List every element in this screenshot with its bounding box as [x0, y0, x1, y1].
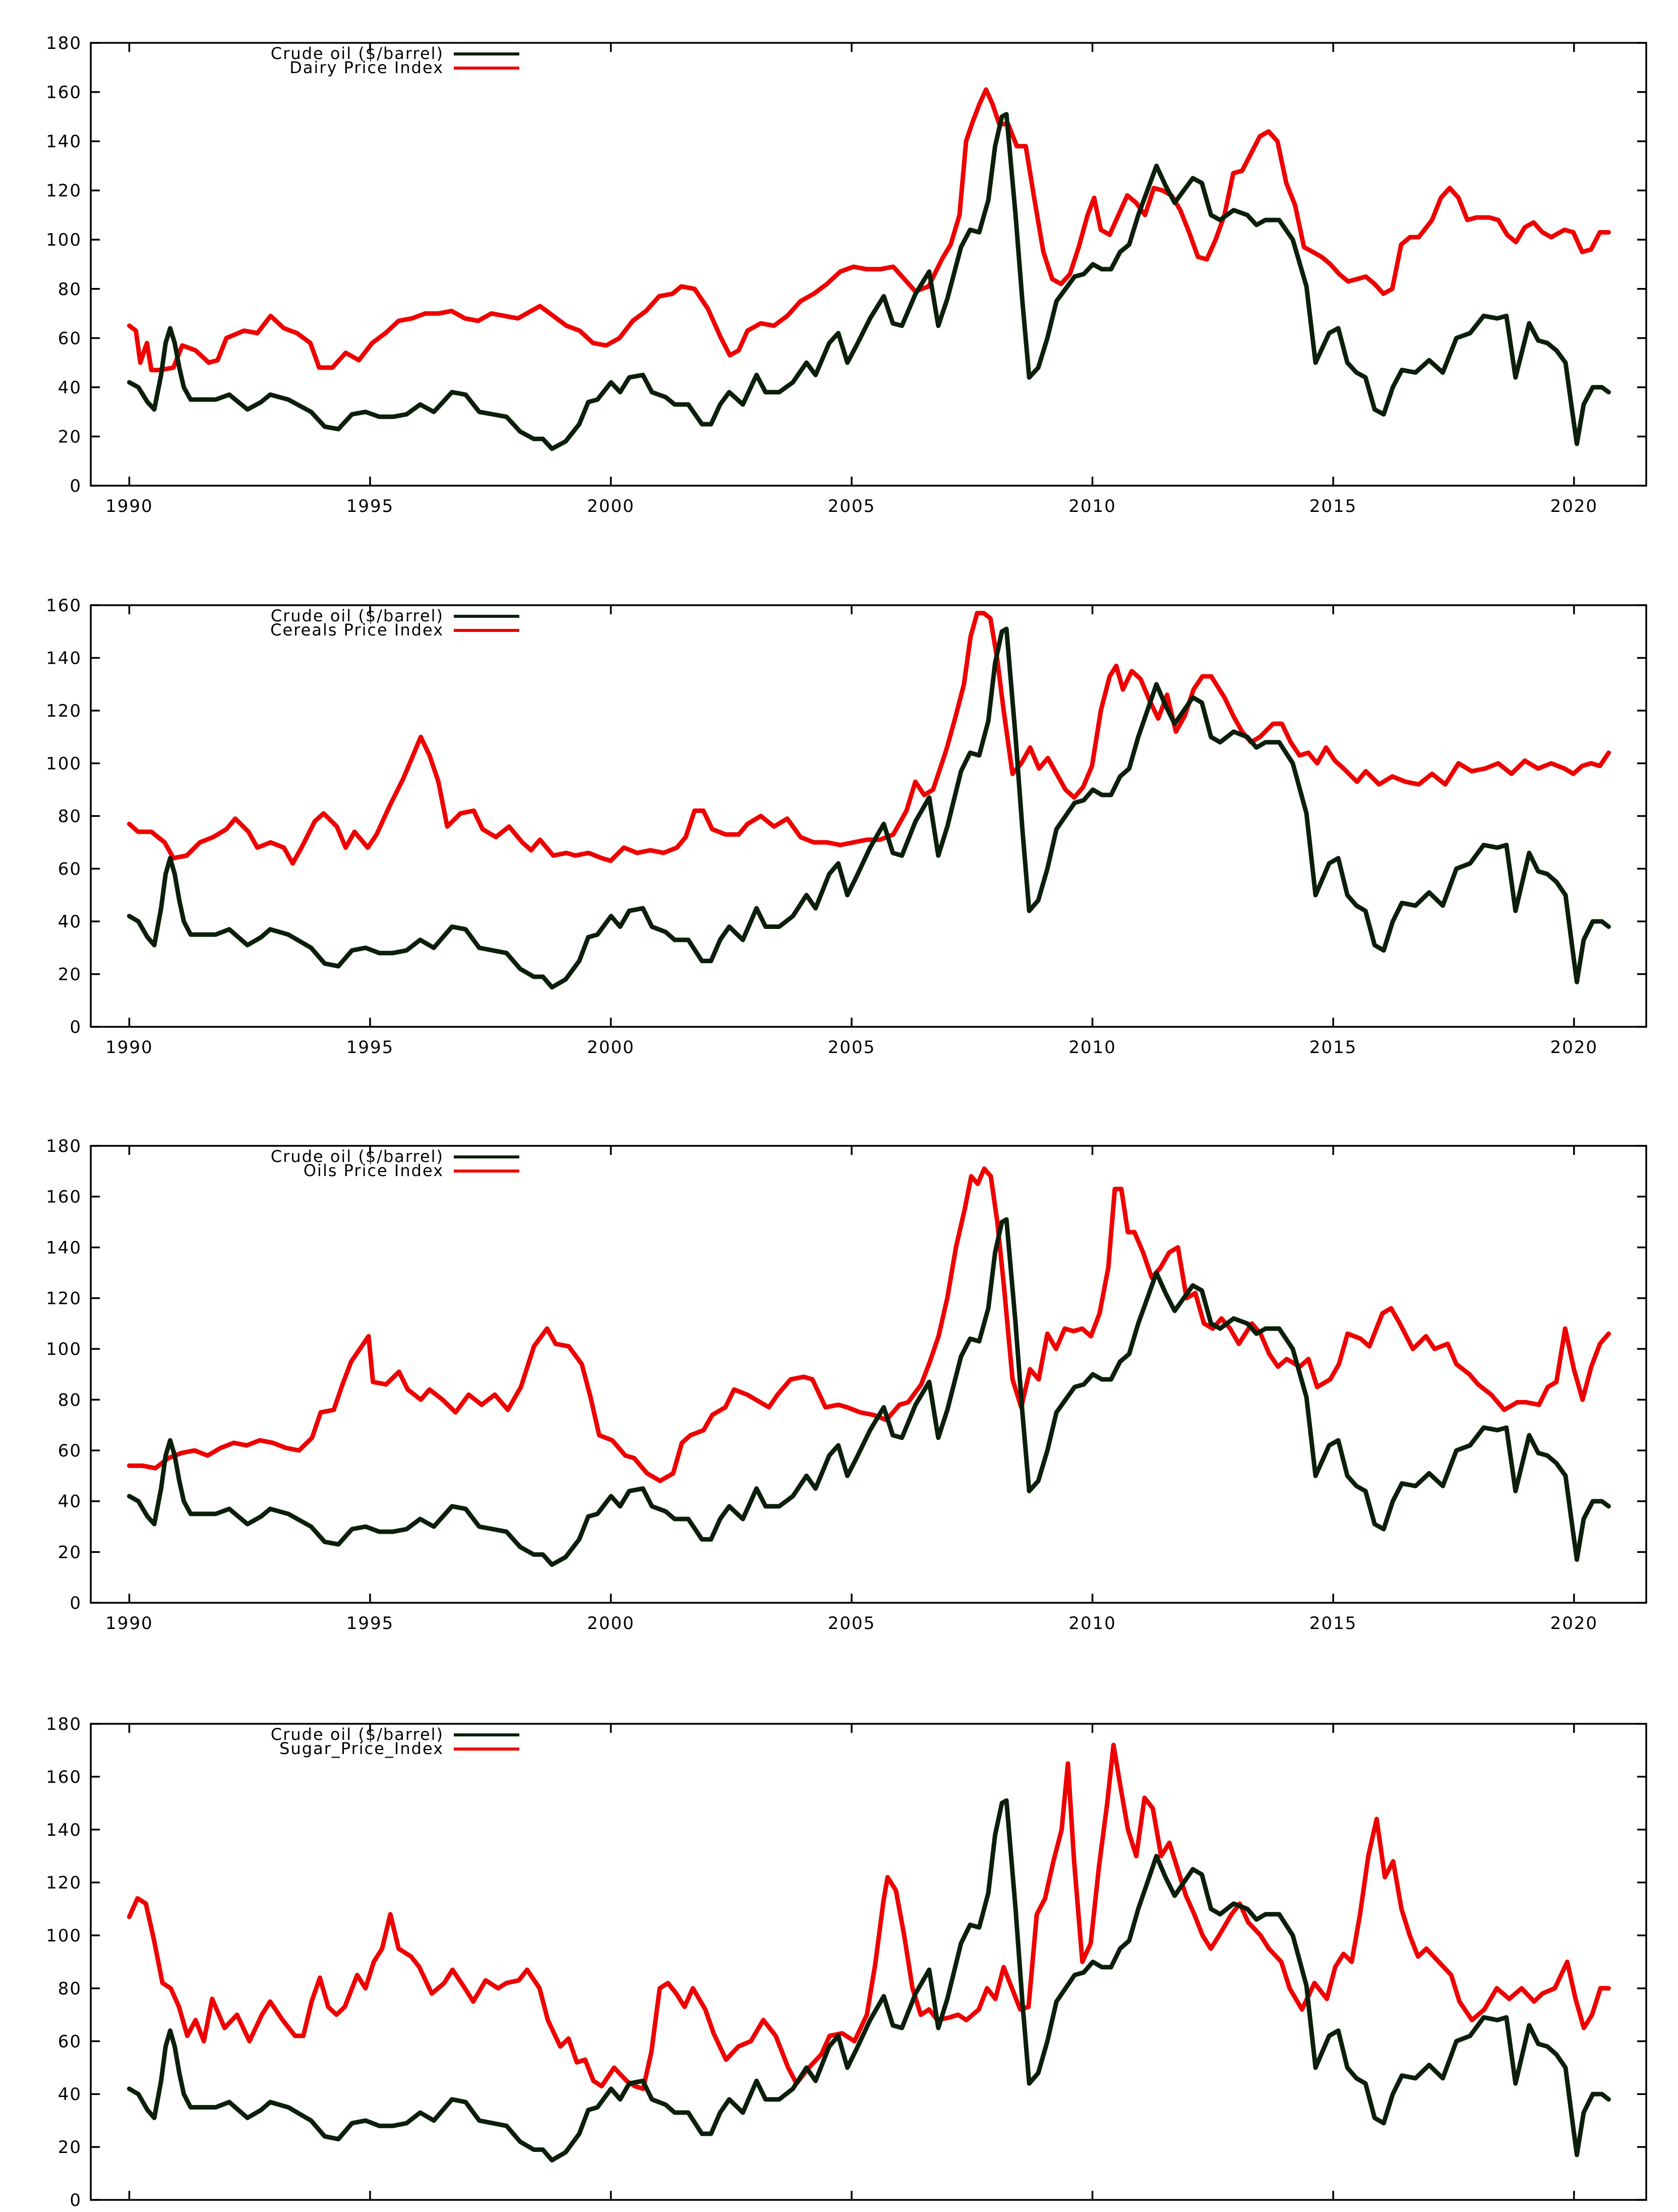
y-tick-label: 120	[46, 701, 82, 721]
index-series-line	[127, 87, 1611, 373]
x-tick-label: 2020	[1550, 496, 1598, 516]
legend-index-label: Cereals Price Index	[270, 620, 444, 639]
crude-oil-series-line	[127, 1217, 1611, 1567]
x-tick-label: 1990	[105, 1613, 153, 1634]
y-tick-label: 40	[58, 2084, 82, 2105]
y-tick-label: 160	[46, 1767, 82, 1787]
x-tick-label: 2015	[1309, 1037, 1357, 1058]
y-tick-label: 60	[58, 859, 82, 880]
x-tick-label: 2000	[587, 1037, 635, 1058]
x-tick-label: 2010	[1068, 496, 1116, 516]
x-tick-label: 2020	[1550, 1037, 1598, 1058]
x-tick-label: 2005	[828, 1037, 876, 1058]
plot-frame	[90, 42, 1647, 487]
y-tick-label: 120	[46, 1289, 82, 1309]
chart-panel-1: 0 20 40 60 80 100 120 140 160 180 1990 1995 2000 2005…	[46, 33, 1647, 516]
y-tick-label: 60	[58, 1441, 82, 1461]
index-series-line	[127, 1742, 1611, 2091]
y-tick-label: 180	[46, 1136, 82, 1156]
y-tick-label: 140	[46, 649, 82, 669]
y-tick-label: 100	[46, 230, 82, 250]
legend-index-label: Dairy Price Index	[289, 58, 444, 77]
y-tick-label: 20	[58, 965, 82, 985]
y-tick-label: 60	[58, 328, 82, 348]
y-tick-label: 160	[46, 83, 82, 103]
index-series-line	[127, 1166, 1611, 1483]
y-tick-label: 100	[46, 1926, 82, 1946]
legend-crude-label: Crude oil ($/barrel)	[271, 1725, 444, 1744]
x-tick-label: 1990	[105, 1037, 153, 1058]
y-tick-label: 120	[46, 1873, 82, 1893]
legend-crude-label: Crude oil ($/barrel)	[271, 44, 444, 63]
y-tick-label: 80	[58, 279, 82, 300]
y-tick-label: 140	[46, 132, 82, 152]
x-tick-label: 2010	[1068, 1037, 1116, 1058]
y-tick-label: 100	[46, 1340, 82, 1360]
y-tick-label: 60	[58, 2031, 82, 2052]
crude-oil-series-line	[127, 1798, 1611, 2163]
chart-panel-4: 0 20 40 60 80 100 120 140 160 180 1990 1995 2000 2005…	[46, 1714, 1647, 2212]
x-tick-label: 1995	[346, 1613, 394, 1634]
x-tick-label: 1990	[105, 496, 153, 516]
legend-index-label: Sugar_Price_Index	[279, 1739, 444, 1758]
y-tick-label: 160	[46, 1187, 82, 1207]
x-tick-label: 2000	[587, 496, 635, 516]
y-tick-label: 0	[70, 1017, 82, 1037]
x-tick-label: 1995	[346, 1037, 394, 1058]
y-tick-label: 80	[58, 1978, 82, 1999]
y-tick-label: 160	[46, 596, 82, 616]
y-tick-label: 100	[46, 754, 82, 774]
x-tick-label: 2005	[828, 1613, 876, 1634]
x-tick-label: 1995	[346, 496, 394, 516]
x-tick-label: 2015	[1309, 2210, 1357, 2212]
crude-oil-series-line	[127, 626, 1611, 990]
index-series-line	[127, 611, 1611, 866]
y-tick-label: 40	[58, 1492, 82, 1512]
x-tick-label: 2020	[1550, 1613, 1598, 1634]
x-tick-label: 1990	[105, 2210, 153, 2212]
x-tick-label: 2015	[1309, 1613, 1357, 1634]
y-tick-label: 0	[70, 1593, 82, 1613]
y-tick-label: 80	[58, 1390, 82, 1410]
x-tick-label: 1995	[346, 2210, 394, 2212]
y-tick-label: 20	[58, 2137, 82, 2158]
legend-crude-label: Crude oil ($/barrel)	[271, 1147, 444, 1166]
y-tick-label: 180	[46, 1714, 82, 1734]
y-tick-label: 20	[58, 427, 82, 447]
legend-index-label: Oils Price Index	[304, 1161, 444, 1180]
x-tick-label: 2010	[1068, 2210, 1116, 2212]
x-tick-label: 2015	[1309, 496, 1357, 516]
x-tick-label: 2005	[828, 496, 876, 516]
x-tick-label: 2010	[1068, 1613, 1116, 1634]
chart-panel-2: 0 20 40 60 80 100 120 140 160 1990 1995 2000 2005 201…	[46, 596, 1647, 1058]
y-tick-label: 20	[58, 1542, 82, 1562]
x-tick-label: 2005	[828, 2210, 876, 2212]
x-tick-label: 2000	[587, 2210, 635, 2212]
y-tick-label: 140	[46, 1238, 82, 1258]
legend-crude-label: Crude oil ($/barrel)	[271, 606, 444, 625]
plot-frame	[90, 1723, 1647, 2201]
y-tick-label: 40	[58, 378, 82, 398]
y-tick-label: 120	[46, 181, 82, 201]
y-tick-label: 140	[46, 1820, 82, 1840]
y-tick-label: 80	[58, 806, 82, 827]
x-tick-label: 2000	[587, 1613, 635, 1634]
y-tick-label: 0	[70, 476, 82, 496]
chart-panel-3: 0 20 40 60 80 100 120 140 160 180 1990 1995 2000 2005…	[46, 1136, 1647, 1634]
y-tick-label: 180	[46, 33, 82, 53]
y-tick-label: 40	[58, 912, 82, 932]
crude-oil-series-line	[127, 112, 1611, 451]
x-tick-label: 2020	[1550, 2210, 1598, 2212]
plot-frame	[90, 1145, 1647, 1604]
y-tick-label: 0	[70, 2190, 82, 2210]
